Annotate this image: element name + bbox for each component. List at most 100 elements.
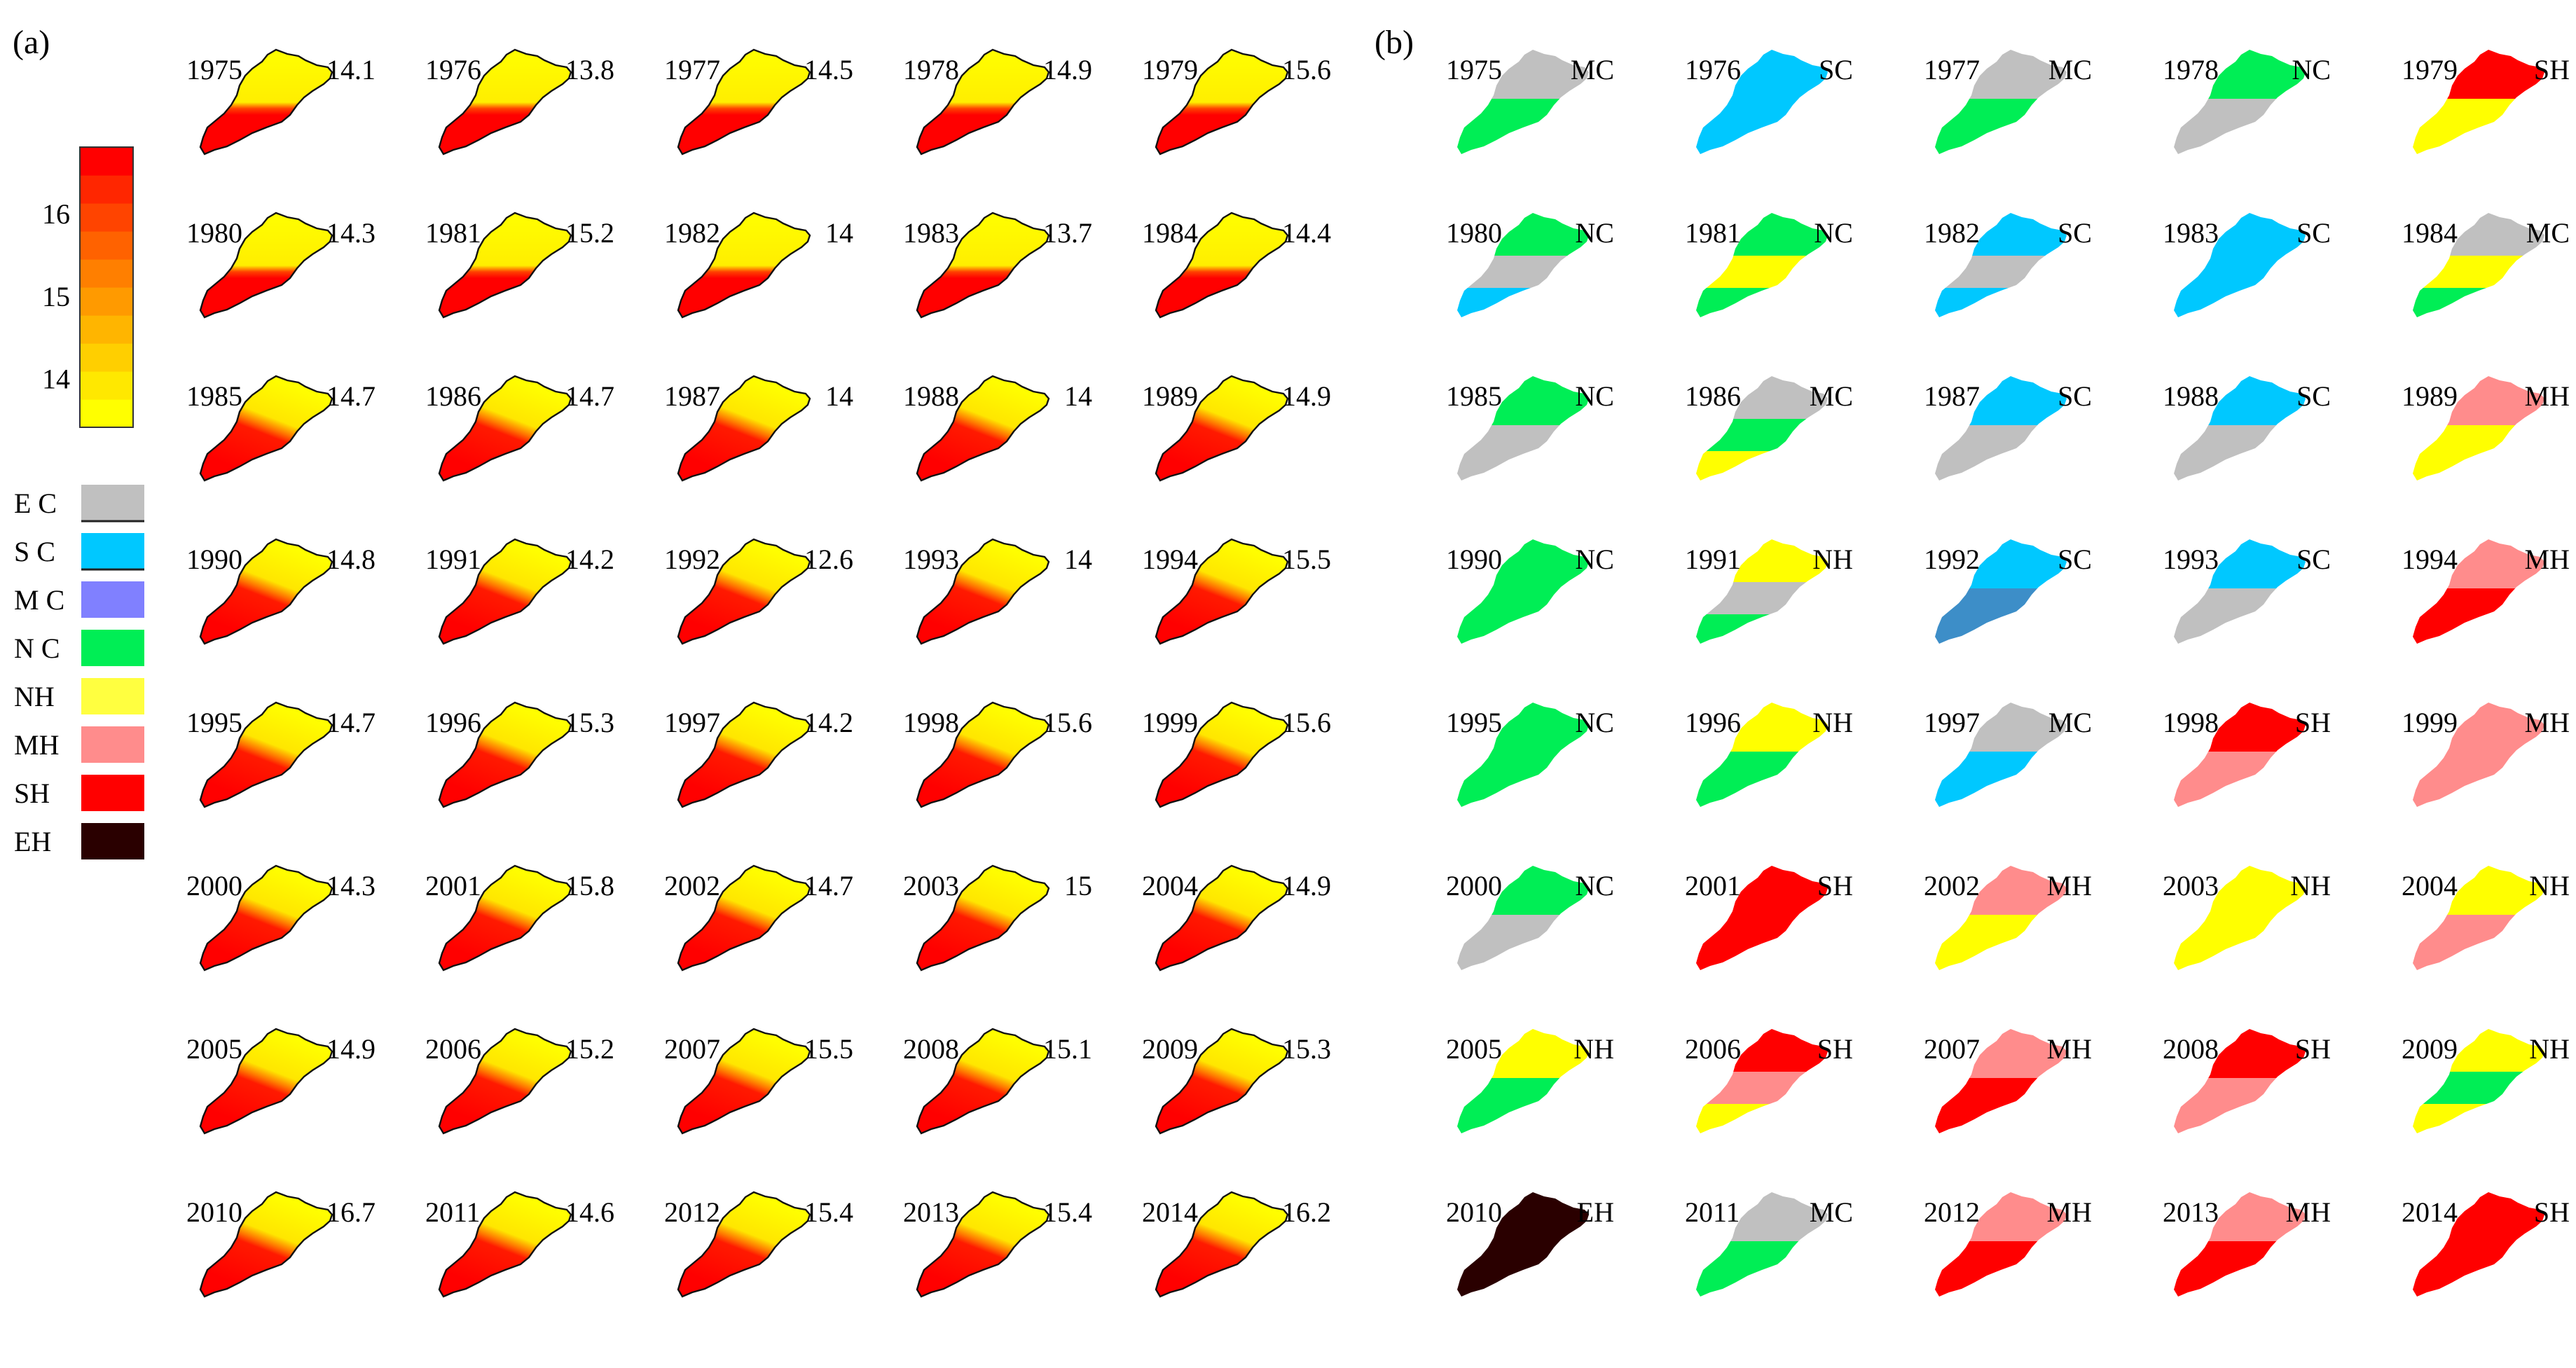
map-class-label: MC: [1810, 1196, 1853, 1228]
map-mean-temperature: 14.9: [326, 1033, 376, 1065]
map-year-label: 1997: [664, 707, 720, 738]
zone-middle: [1457, 256, 1589, 288]
zone-south: [2174, 1078, 2306, 1133]
zone-south: [1457, 915, 1589, 970]
panel-b-map-1989: 1989 MH: [2402, 376, 2570, 481]
map-year-label: 1990: [1446, 544, 1502, 575]
legend-label-mc: M C: [14, 584, 64, 616]
zone-south: [1457, 99, 1589, 154]
panel-a-label: (a): [13, 24, 50, 61]
panel-b-map-2000: 2000 NC: [1446, 866, 1614, 970]
map-class-label: MH: [2525, 544, 2570, 575]
panel-a-map-1979: 1979 15.6: [1142, 48, 1331, 156]
map-mean-temperature: 15.3: [565, 707, 614, 738]
map-mean-temperature: 15.2: [565, 217, 614, 249]
panel-a-map-1987: 1987 14: [664, 375, 853, 482]
zone-south: [1696, 614, 1828, 644]
map-mean-temperature: 14.2: [565, 544, 614, 575]
panel-a-map-1998: 1998 15.6: [903, 701, 1092, 808]
map-year-label: 1996: [425, 707, 481, 738]
map-year-label: 2009: [2402, 1033, 2458, 1065]
panel-a-map-2007: 2007 15.5: [664, 1028, 853, 1135]
panel-a-map-1994: 1994 15.5: [1142, 538, 1331, 645]
legend: E C S C M C N C NH MH SH EH: [14, 485, 144, 859]
map-year-label: 1983: [2163, 217, 2219, 249]
map-year-label: 2004: [1142, 870, 1198, 901]
panel-b-map-1996: 1996 NH: [1685, 703, 1853, 807]
panel-a-map-2000: 2000 14.3: [186, 864, 376, 972]
panel-a-map-2009: 2009 15.3: [1142, 1028, 1331, 1135]
zone-middle: [1696, 419, 1828, 451]
legend-swatch-mc: [81, 581, 144, 618]
map-year-label: 1998: [903, 707, 959, 738]
zone-middle: [2413, 256, 2544, 288]
map-year-label: 1987: [1924, 380, 1980, 412]
panel-a-map-1978: 1978 14.9: [903, 48, 1092, 156]
map-year-label: 1991: [425, 544, 481, 575]
panel-a-map-2010: 2010 16.7: [186, 1191, 376, 1298]
panel-b-map-2009: 2009 NH: [2402, 1029, 2570, 1133]
panel-a-map-1985: 1985 14.7: [186, 375, 376, 482]
map-year-label: 2006: [1685, 1033, 1741, 1065]
panel-a-map-1981: 1981 15.2: [425, 212, 614, 319]
map-class-label: SH: [1817, 870, 1853, 901]
zone-south: [2413, 915, 2544, 970]
panel-b-map-1999: 1999 MH: [2402, 703, 2570, 807]
map-year-label: 1989: [1142, 380, 1198, 412]
panel-b-map-1991: 1991 NH: [1685, 539, 1853, 644]
panel-b-map-1975: 1975 MC: [1446, 50, 1614, 154]
map-mean-temperature: 14: [1064, 380, 1092, 412]
zone-middle: [1696, 256, 1828, 288]
map-class-label: SC: [2058, 544, 2092, 575]
map-year-label: 2006: [425, 1033, 481, 1065]
map-class-label: NH: [2529, 1033, 2570, 1065]
panel-b-map-2014: 2014 SH: [2402, 1192, 2570, 1297]
zone-south: [1457, 1078, 1589, 1133]
map-class-label: MC: [2048, 707, 2092, 738]
map-mean-temperature: 16.7: [326, 1196, 376, 1228]
map-year-label: 1989: [2402, 380, 2458, 412]
zone-south: [1935, 752, 2067, 807]
map-mean-temperature: 15.1: [1043, 1033, 1092, 1065]
map-mean-temperature: 15.5: [804, 1033, 853, 1065]
legend-swatch-nh: [81, 678, 144, 714]
panel-a-map-2008: 2008 15.1: [903, 1028, 1092, 1135]
map-year-label: 2008: [903, 1033, 959, 1065]
panel-b-map-1981: 1981 NC: [1685, 213, 1853, 317]
panel-a-map-2013: 2013 15.4: [903, 1191, 1092, 1298]
panel-a-map-1980: 1980 14.3: [186, 212, 376, 319]
panel-a-map-1982: 1982 14: [664, 212, 853, 319]
map-class-label: NH: [1812, 707, 1853, 738]
panel-b-map-2002: 2002 MH: [1924, 866, 2092, 970]
panel-b-map-1979: 1979 SH: [2402, 50, 2570, 154]
panel-a-map-1976: 1976 13.8: [425, 48, 614, 156]
colorbar-swatch: [80, 175, 133, 204]
map-year-label: 1988: [2163, 380, 2219, 412]
panel-b-map-2007: 2007 MH: [1924, 1029, 2092, 1133]
panel-b-map-1984: 1984 MC: [2402, 213, 2570, 317]
map-class-label: SC: [2296, 544, 2331, 575]
legend-label-mh: MH: [14, 729, 59, 761]
map-class-label: NH: [1573, 1033, 1614, 1065]
map-mean-temperature: 13.8: [565, 54, 614, 85]
map-class-label: MH: [2047, 870, 2092, 901]
map-mean-temperature: 14: [825, 380, 853, 412]
map-class-label: MH: [2525, 707, 2570, 738]
panel-b-map-1995: 1995 NC: [1446, 703, 1614, 807]
map-year-label: 1999: [2402, 707, 2458, 738]
map-year-label: 2003: [903, 870, 959, 901]
panel-b-map-2011: 2011 MC: [1685, 1192, 1853, 1297]
map-year-label: 1985: [1446, 380, 1502, 412]
panel-b-map-1993: 1993 SC: [2163, 539, 2331, 644]
map-mean-temperature: 14.2: [804, 707, 853, 738]
zone-south: [1935, 1078, 2067, 1133]
zone-south: [2413, 288, 2544, 317]
map-mean-temperature: 14.1: [326, 54, 376, 85]
map-mean-temperature: 14.8: [326, 544, 376, 575]
map-class-label: SH: [2295, 707, 2331, 738]
map-class-label: MH: [2047, 1033, 2092, 1065]
map-mean-temperature: 14.7: [565, 380, 614, 412]
panel-a-map-2002: 2002 14.7: [664, 864, 853, 972]
map-year-label: 2013: [2163, 1196, 2219, 1228]
map-class-label: SC: [2296, 380, 2331, 412]
